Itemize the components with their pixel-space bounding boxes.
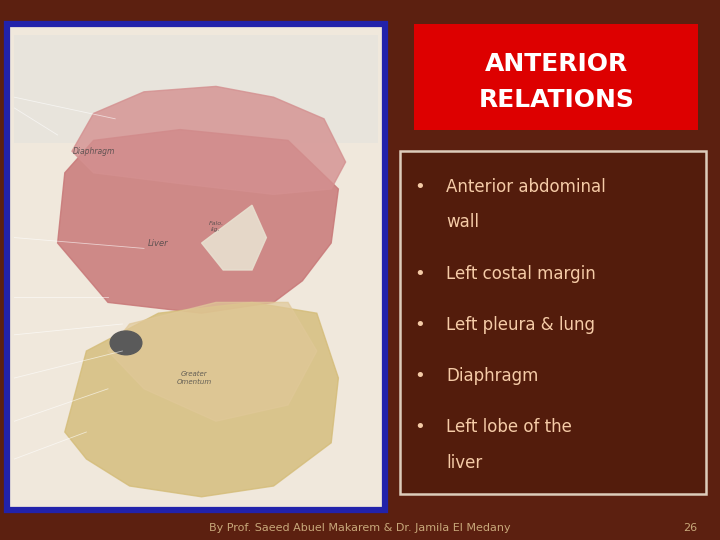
Text: ANTERIOR: ANTERIOR xyxy=(485,52,628,76)
Text: 26: 26 xyxy=(683,523,697,533)
Text: wall: wall xyxy=(446,213,480,231)
Polygon shape xyxy=(58,130,338,313)
Text: Diaphragm: Diaphragm xyxy=(73,147,114,156)
Text: By Prof. Saeed Abuel Makarem & Dr. Jamila El Medany: By Prof. Saeed Abuel Makarem & Dr. Jamil… xyxy=(210,523,510,533)
Polygon shape xyxy=(65,302,338,497)
Polygon shape xyxy=(72,86,346,194)
Text: •: • xyxy=(415,316,425,334)
Text: RELATIONS: RELATIONS xyxy=(478,88,634,112)
FancyBboxPatch shape xyxy=(14,35,378,143)
Text: •: • xyxy=(415,265,425,282)
FancyBboxPatch shape xyxy=(414,24,698,130)
FancyBboxPatch shape xyxy=(7,24,385,510)
Text: Falo.
lig.: Falo. lig. xyxy=(208,221,224,232)
Text: •: • xyxy=(415,418,425,436)
Text: •: • xyxy=(415,178,425,196)
FancyBboxPatch shape xyxy=(400,151,706,494)
Text: Anterior abdominal: Anterior abdominal xyxy=(446,178,606,196)
Polygon shape xyxy=(202,205,266,270)
Text: Left pleura & lung: Left pleura & lung xyxy=(446,316,595,334)
Text: Greater
Omentum: Greater Omentum xyxy=(177,372,212,384)
Text: Left costal margin: Left costal margin xyxy=(446,265,596,282)
Polygon shape xyxy=(108,302,317,421)
Circle shape xyxy=(110,331,142,355)
Text: Diaphragm: Diaphragm xyxy=(446,367,539,385)
Text: Left lobe of the: Left lobe of the xyxy=(446,418,572,436)
Text: liver: liver xyxy=(446,454,482,471)
Text: Liver: Liver xyxy=(148,239,168,247)
Text: •: • xyxy=(415,367,425,385)
